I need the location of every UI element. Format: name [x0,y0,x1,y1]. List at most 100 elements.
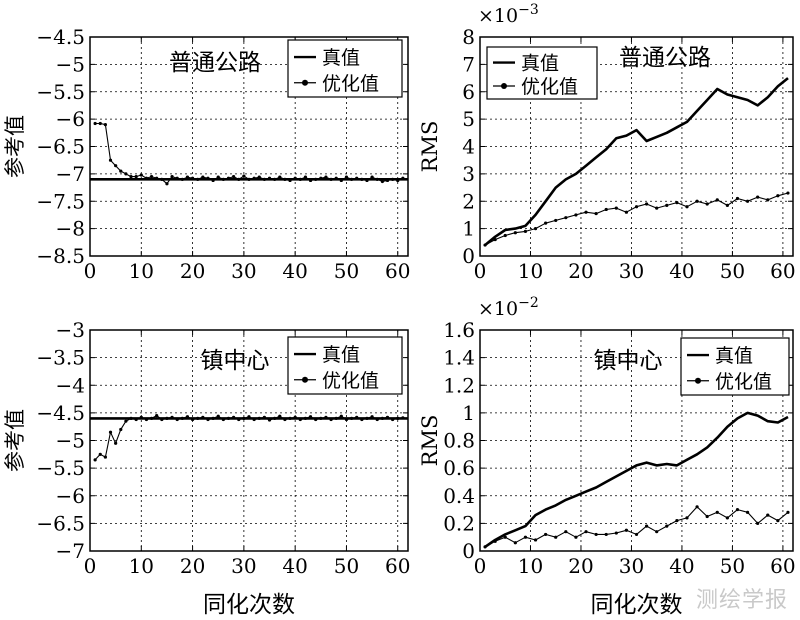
y-axis-label: RMS [418,121,442,173]
series-point-optimized [564,216,568,220]
series-point-optimized [375,417,379,422]
x-tick-label: 30 [619,554,644,578]
series-point-optimized [242,416,246,420]
series-point-optimized [624,210,629,214]
series-point-optimized [242,174,246,178]
series-point-optimized [293,176,297,180]
y-tick-label: 0.8 [443,429,475,453]
x-tick-label: 40 [669,554,694,578]
y-tick-label: −7 [56,162,85,186]
series-point-optimized [206,417,210,422]
series-point-optimized [262,177,266,181]
series-point-optimized [196,416,200,420]
y-tick-label: 1 [462,217,475,241]
series-point-optimized [303,416,308,420]
series-point-optimized [533,538,538,542]
series-point-optimized [190,417,195,422]
legend-box [287,39,403,98]
series-point-optimized [493,237,497,242]
series-point-optimized [155,414,159,418]
legend-marker-optimized [695,377,701,384]
x-tick-label: 30 [231,259,256,283]
series-point-optimized [685,516,689,520]
x-axis-label: 同化次数 [203,592,295,618]
x-tick-label: 50 [334,554,359,578]
series-point-optimized [493,539,497,543]
legend-box [680,337,790,396]
y-tick-label: 0.6 [443,456,475,480]
series-point-optimized [129,416,133,420]
series-point-optimized [303,175,308,179]
series-point-optimized [523,535,528,539]
series-point-optimized [211,178,215,183]
series-point-optimized [735,507,740,512]
series-point-optimized [144,176,149,180]
series-point-optimized [604,207,608,212]
series-point-optimized [483,243,487,247]
series-point-optimized [385,178,390,183]
y-axis-label: 参考值 [3,115,27,178]
series-point-optimized [155,176,159,180]
y-axis-label: 参考值 [3,409,27,472]
series-point-optimized [139,415,143,419]
series-point-optimized [324,415,328,419]
x-tick-label: 60 [385,259,410,283]
series-point-optimized [283,417,287,422]
series-point-optimized [360,417,364,422]
series-line-true [484,77,789,247]
y-tick-label: 8 [462,25,475,49]
series-point-optimized [114,441,118,445]
y-tick-label: 0.2 [443,511,475,535]
series-point-optimized [396,178,400,183]
y-tick-label: −7 [56,539,85,563]
y-tick-label: −7.5 [36,189,85,213]
x-tick-label: 0 [474,554,487,578]
series-point-optimized [594,532,598,537]
series-point-optimized [766,513,770,517]
series-point-optimized [134,175,138,179]
series-point-optimized [675,519,679,523]
x-tick-label: 20 [568,259,593,283]
series-point-optimized [175,176,179,180]
series-point-optimized [385,415,390,419]
x-tick-label: 50 [334,259,359,283]
series-point-optimized [149,175,154,179]
y-tick-label: 7 [462,52,475,76]
series-point-optimized [339,178,343,183]
series-point-optimized [329,417,333,422]
series-point-optimized [745,510,750,514]
series-point-optimized [160,177,164,181]
series-point-optimized [655,530,659,534]
series-point-optimized [735,196,740,201]
y-tick-label: −6 [56,484,85,508]
chart-panel: 0 10 20 30 40 50 60 −8.5 −8 −7.5 −7 −6.5 −6 −5.5 −5 −4.… [3,25,410,283]
y-tick-label: 0.4 [443,484,475,508]
series-point-optimized [695,199,699,203]
series-point-optimized [554,535,558,539]
series-point-optimized [226,416,231,420]
series-point-optimized [232,175,236,179]
x-axis-label: 同化次数 [591,592,683,618]
series-point-optimized [278,175,282,179]
series-point-optimized [365,416,369,420]
x-tick-label: 10 [129,554,154,578]
series-point-optimized [314,177,318,181]
watermark: 测绘学报 [695,588,788,613]
series-point-optimized [349,416,354,420]
series-point-optimized [614,206,618,210]
x-tick-label: 20 [180,259,205,283]
series-point-optimized [644,524,649,528]
series-point-optimized [216,175,220,179]
x-tick-label: 10 [129,259,154,283]
series-line-optimized [94,415,403,461]
series-point-optimized [401,416,405,420]
series-point-optimized [267,176,272,180]
series-point-optimized [165,416,169,420]
series-point-optimized [288,416,292,420]
series-point-optimized [308,415,313,419]
x-tick-label: 10 [518,554,543,578]
y-tick-label: −3.5 [36,346,85,370]
y-tick-label: 0 [462,244,475,268]
series-point-optimized [237,417,241,422]
series-point-optimized [324,175,328,179]
